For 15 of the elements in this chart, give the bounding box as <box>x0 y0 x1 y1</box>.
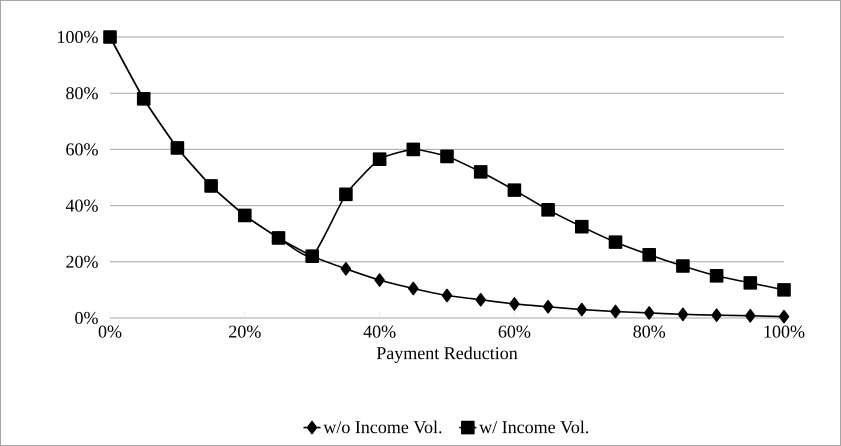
x-tick-label: 60% <box>498 326 530 338</box>
x-axis-title: Payment Reduction <box>376 346 518 363</box>
x-tick-label: 100% <box>764 326 804 338</box>
x-tick-label: 0% <box>98 326 122 338</box>
legend-label: w/o Income Vol. <box>323 420 442 434</box>
y-tick-label: 40% <box>66 199 98 212</box>
y-tick-label: 80% <box>66 87 98 100</box>
y-tick-label: 100% <box>58 30 98 44</box>
y-tick-label: 20% <box>66 256 98 268</box>
x-tick-label: 20% <box>229 326 261 338</box>
x-tick-label: 80% <box>633 326 666 338</box>
y-tick-label: 60% <box>66 143 98 156</box>
legend-label: w/ Income Vol. <box>479 420 588 434</box>
x-tick-label: 40% <box>363 326 396 338</box>
y-tick-label: 0% <box>75 312 98 324</box>
